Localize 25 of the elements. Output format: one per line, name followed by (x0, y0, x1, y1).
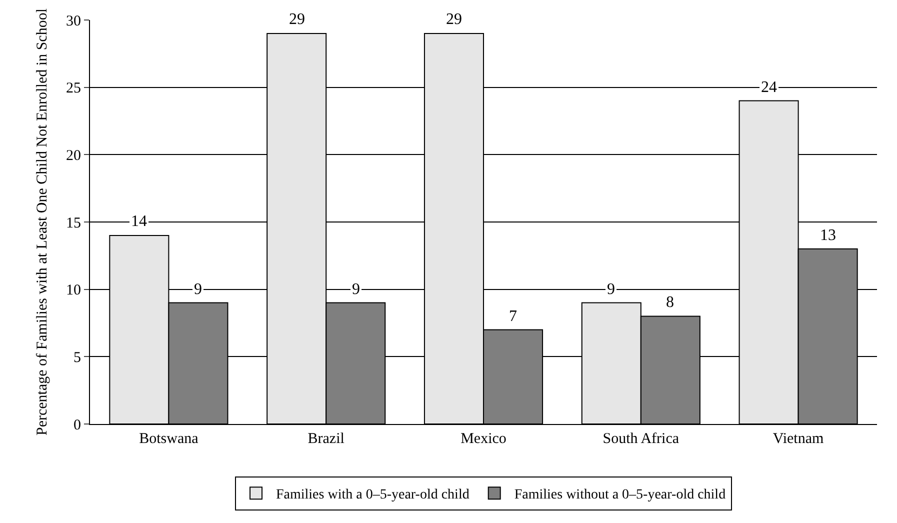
y-tick-label: 5 (74, 350, 81, 366)
y-tick-label: 20 (66, 148, 81, 164)
data-label: 9 (352, 281, 360, 298)
x-tick-label: Mexico (460, 431, 506, 447)
data-label: 14 (131, 213, 147, 230)
data-label: 7 (509, 308, 517, 325)
data-label: 29 (446, 11, 462, 28)
legend-label: Families with a 0–5-year-old child (276, 488, 470, 503)
data-label: 9 (607, 281, 615, 298)
data-label: 8 (666, 294, 674, 311)
data-label: 24 (761, 79, 777, 96)
y-tick-label: 10 (66, 282, 81, 299)
legend-label: Families without a 0–5-year-old child (514, 488, 726, 503)
data-label: 13 (820, 227, 836, 244)
data-label: 29 (289, 11, 305, 28)
x-tick-label: Vietnam (772, 431, 824, 447)
x-tick-label: South Africa (602, 431, 680, 447)
data-label: 9 (194, 281, 202, 298)
y-tick-label: 15 (66, 215, 81, 232)
x-tick-label: Brazil (308, 431, 344, 447)
y-tick-label: 0 (74, 417, 81, 434)
y-tick-label: 30 (66, 13, 81, 30)
y-axis-title: Percentage of Families with at Least One Child Not Enrolled in School (34, 8, 50, 436)
x-tick-label: Botswana (139, 431, 199, 447)
y-tick-label: 25 (66, 80, 81, 97)
